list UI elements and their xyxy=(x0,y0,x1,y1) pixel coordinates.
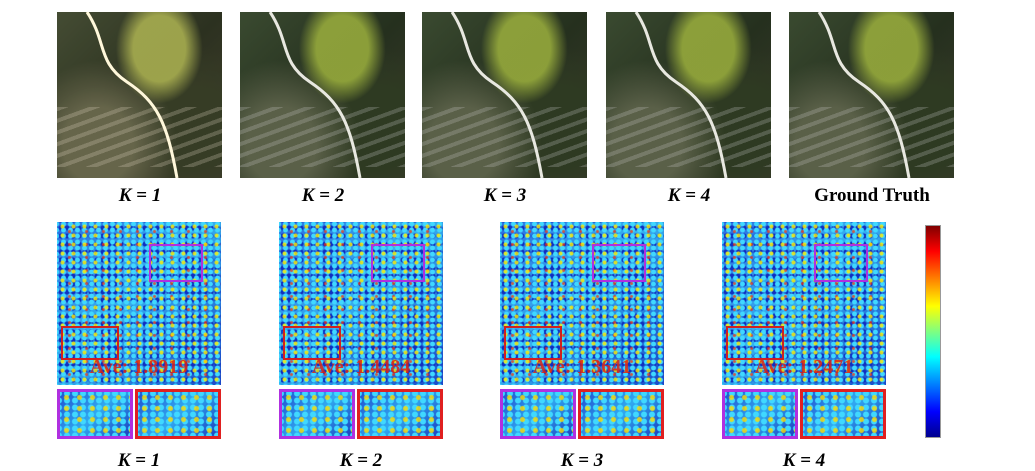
map-label: K = 2 xyxy=(276,450,446,471)
inset-red xyxy=(578,389,664,439)
inset-red xyxy=(357,389,443,439)
inset-purple xyxy=(500,389,576,439)
inset-purple xyxy=(722,389,798,439)
map-label: K = 4 xyxy=(719,450,889,471)
image-label: K = 1 xyxy=(55,185,225,207)
figure: K = 1 K = 2 K = 3 K = 4 Ground Truth Ave: 1.8… xyxy=(0,0,1035,471)
inset-purple xyxy=(279,389,355,439)
satellite-image xyxy=(240,12,405,178)
image-label: K = 3 xyxy=(420,185,590,207)
purple-box xyxy=(814,244,868,282)
image-label: K = 4 xyxy=(604,185,774,207)
map-label: K = 1 xyxy=(54,450,224,471)
satellite-image xyxy=(422,12,587,178)
satellite-image xyxy=(606,12,771,178)
purple-box xyxy=(149,244,203,282)
road-line xyxy=(270,12,360,178)
map-label: K = 3 xyxy=(497,450,667,471)
inset-red xyxy=(800,389,886,439)
error-map: Ave: 1.4484 xyxy=(279,222,443,385)
satellite-image xyxy=(57,12,222,178)
road-line xyxy=(819,12,909,178)
purple-box xyxy=(592,244,646,282)
average-label: Ave: 1.4484 xyxy=(279,356,443,379)
inset-purple xyxy=(57,389,133,439)
road-line xyxy=(452,12,542,178)
road xyxy=(606,12,771,178)
average-label: Ave: 1.3641 xyxy=(500,356,664,379)
road-line xyxy=(87,12,177,178)
road xyxy=(789,12,954,178)
road xyxy=(422,12,587,178)
road-line xyxy=(636,12,726,178)
red-box xyxy=(283,326,341,360)
inset-red xyxy=(135,389,221,439)
road xyxy=(57,12,222,178)
average-label: Ave: 1.8919 xyxy=(57,356,221,379)
error-map: Ave: 1.3641 xyxy=(500,222,664,385)
image-label: Ground Truth xyxy=(787,185,957,207)
purple-box xyxy=(371,244,425,282)
satellite-image xyxy=(789,12,954,178)
image-label: K = 2 xyxy=(238,185,408,207)
colorbar xyxy=(925,225,941,438)
road xyxy=(240,12,405,178)
error-map: Ave: 1.2471 xyxy=(722,222,886,385)
error-map: Ave: 1.8919 xyxy=(57,222,221,385)
red-box xyxy=(504,326,562,360)
average-label: Ave: 1.2471 xyxy=(722,356,886,379)
red-box xyxy=(726,326,784,360)
red-box xyxy=(61,326,119,360)
